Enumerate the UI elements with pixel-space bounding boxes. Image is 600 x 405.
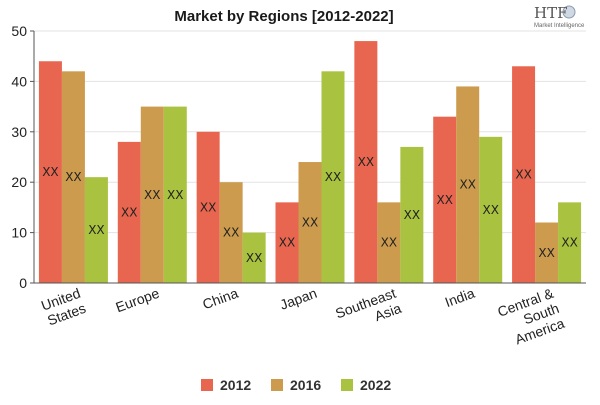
x-axis-labels: UnitedStates Europe China Japan SoutheastAsi… [39, 285, 567, 350]
x-category-label: India [443, 285, 477, 310]
data-label: XX [42, 165, 58, 179]
x-category-line: Japan [278, 285, 319, 313]
data-label: XX [515, 168, 531, 182]
y-tick-label: 40 [11, 73, 27, 89]
bar-2016 [298, 162, 322, 283]
data-label: XX [167, 188, 183, 202]
data-label: XX [561, 236, 577, 250]
legend-label-2016: 2016 [290, 377, 321, 393]
y-tick-label: 20 [11, 174, 27, 190]
htf-logo: HTF Market Intelligence [534, 4, 585, 29]
bar-2012 [354, 41, 378, 283]
bar-2012 [196, 131, 220, 283]
bar-2022 [163, 106, 187, 283]
data-label: XX [381, 236, 397, 250]
data-label: XX [436, 193, 452, 207]
data-label: XX [65, 170, 81, 184]
bar-2016 [219, 182, 243, 283]
bar-2012 [512, 66, 536, 283]
bar-2022 [400, 146, 424, 283]
data-label: XX [404, 208, 420, 222]
x-category-label: China [200, 285, 240, 313]
bar-2022 [321, 71, 345, 283]
data-label: XX [358, 155, 374, 169]
x-category-line: India [443, 285, 477, 310]
x-category-line: Europe [113, 285, 161, 316]
data-label: XX [246, 251, 262, 265]
bar-2012 [117, 141, 141, 283]
data-label: XX [482, 203, 498, 217]
bar-2022 [479, 136, 503, 283]
data-label: XX [223, 226, 239, 240]
bars-group [38, 41, 582, 284]
bar-2016 [61, 71, 85, 283]
x-category-label: SoutheastAsia [333, 285, 403, 337]
bar-2012 [38, 61, 62, 283]
logo-text: HTF [534, 4, 568, 22]
data-label: XX [200, 200, 216, 214]
data-label: XX [88, 223, 104, 237]
x-category-label: Japan [278, 285, 319, 313]
legend: 2012 2016 2022 [201, 377, 391, 393]
bar-2022 [242, 232, 266, 283]
legend-swatch-2022 [341, 379, 353, 391]
data-label: XX [459, 178, 475, 192]
data-label: XX [279, 236, 295, 250]
bar-2022 [558, 202, 582, 283]
bar-2016 [140, 106, 164, 283]
y-tick-label: 10 [11, 225, 27, 241]
globe-icon [562, 5, 576, 19]
y-axis-ticks: 0 10 20 30 40 50 [11, 23, 34, 291]
x-category-line: China [200, 285, 240, 313]
data-label: XX [325, 170, 341, 184]
x-category-label: Central &SouthAmerica [495, 285, 567, 350]
data-label: XX [144, 188, 160, 202]
bar-2012 [433, 116, 457, 284]
bar-2016 [456, 86, 480, 283]
bar-2012 [275, 202, 299, 283]
y-tick-label: 0 [19, 275, 27, 291]
data-label: XX [538, 246, 554, 260]
x-category-label: Europe [113, 285, 161, 316]
chart-title: Market by Regions [2012-2022] [174, 8, 393, 25]
logo-subtitle: Market Intelligence [534, 23, 585, 29]
legend-swatch-2012 [201, 379, 213, 391]
y-tick-label: 30 [11, 124, 27, 140]
data-labels: XX XX XX XX XX XX XX XX XX XX XX XX XX XX XX XX XX XX XX XX… [42, 155, 578, 265]
bar-2022 [84, 177, 108, 283]
legend-label-2012: 2012 [220, 377, 251, 393]
legend-swatch-2016 [271, 379, 283, 391]
bar-2016 [535, 222, 559, 283]
data-label: XX [302, 216, 318, 230]
bar-2016 [377, 202, 401, 283]
data-label: XX [121, 205, 137, 219]
y-tick-label: 50 [11, 23, 27, 39]
legend-label-2022: 2022 [360, 377, 391, 393]
x-category-label: UnitedStates [39, 285, 88, 329]
